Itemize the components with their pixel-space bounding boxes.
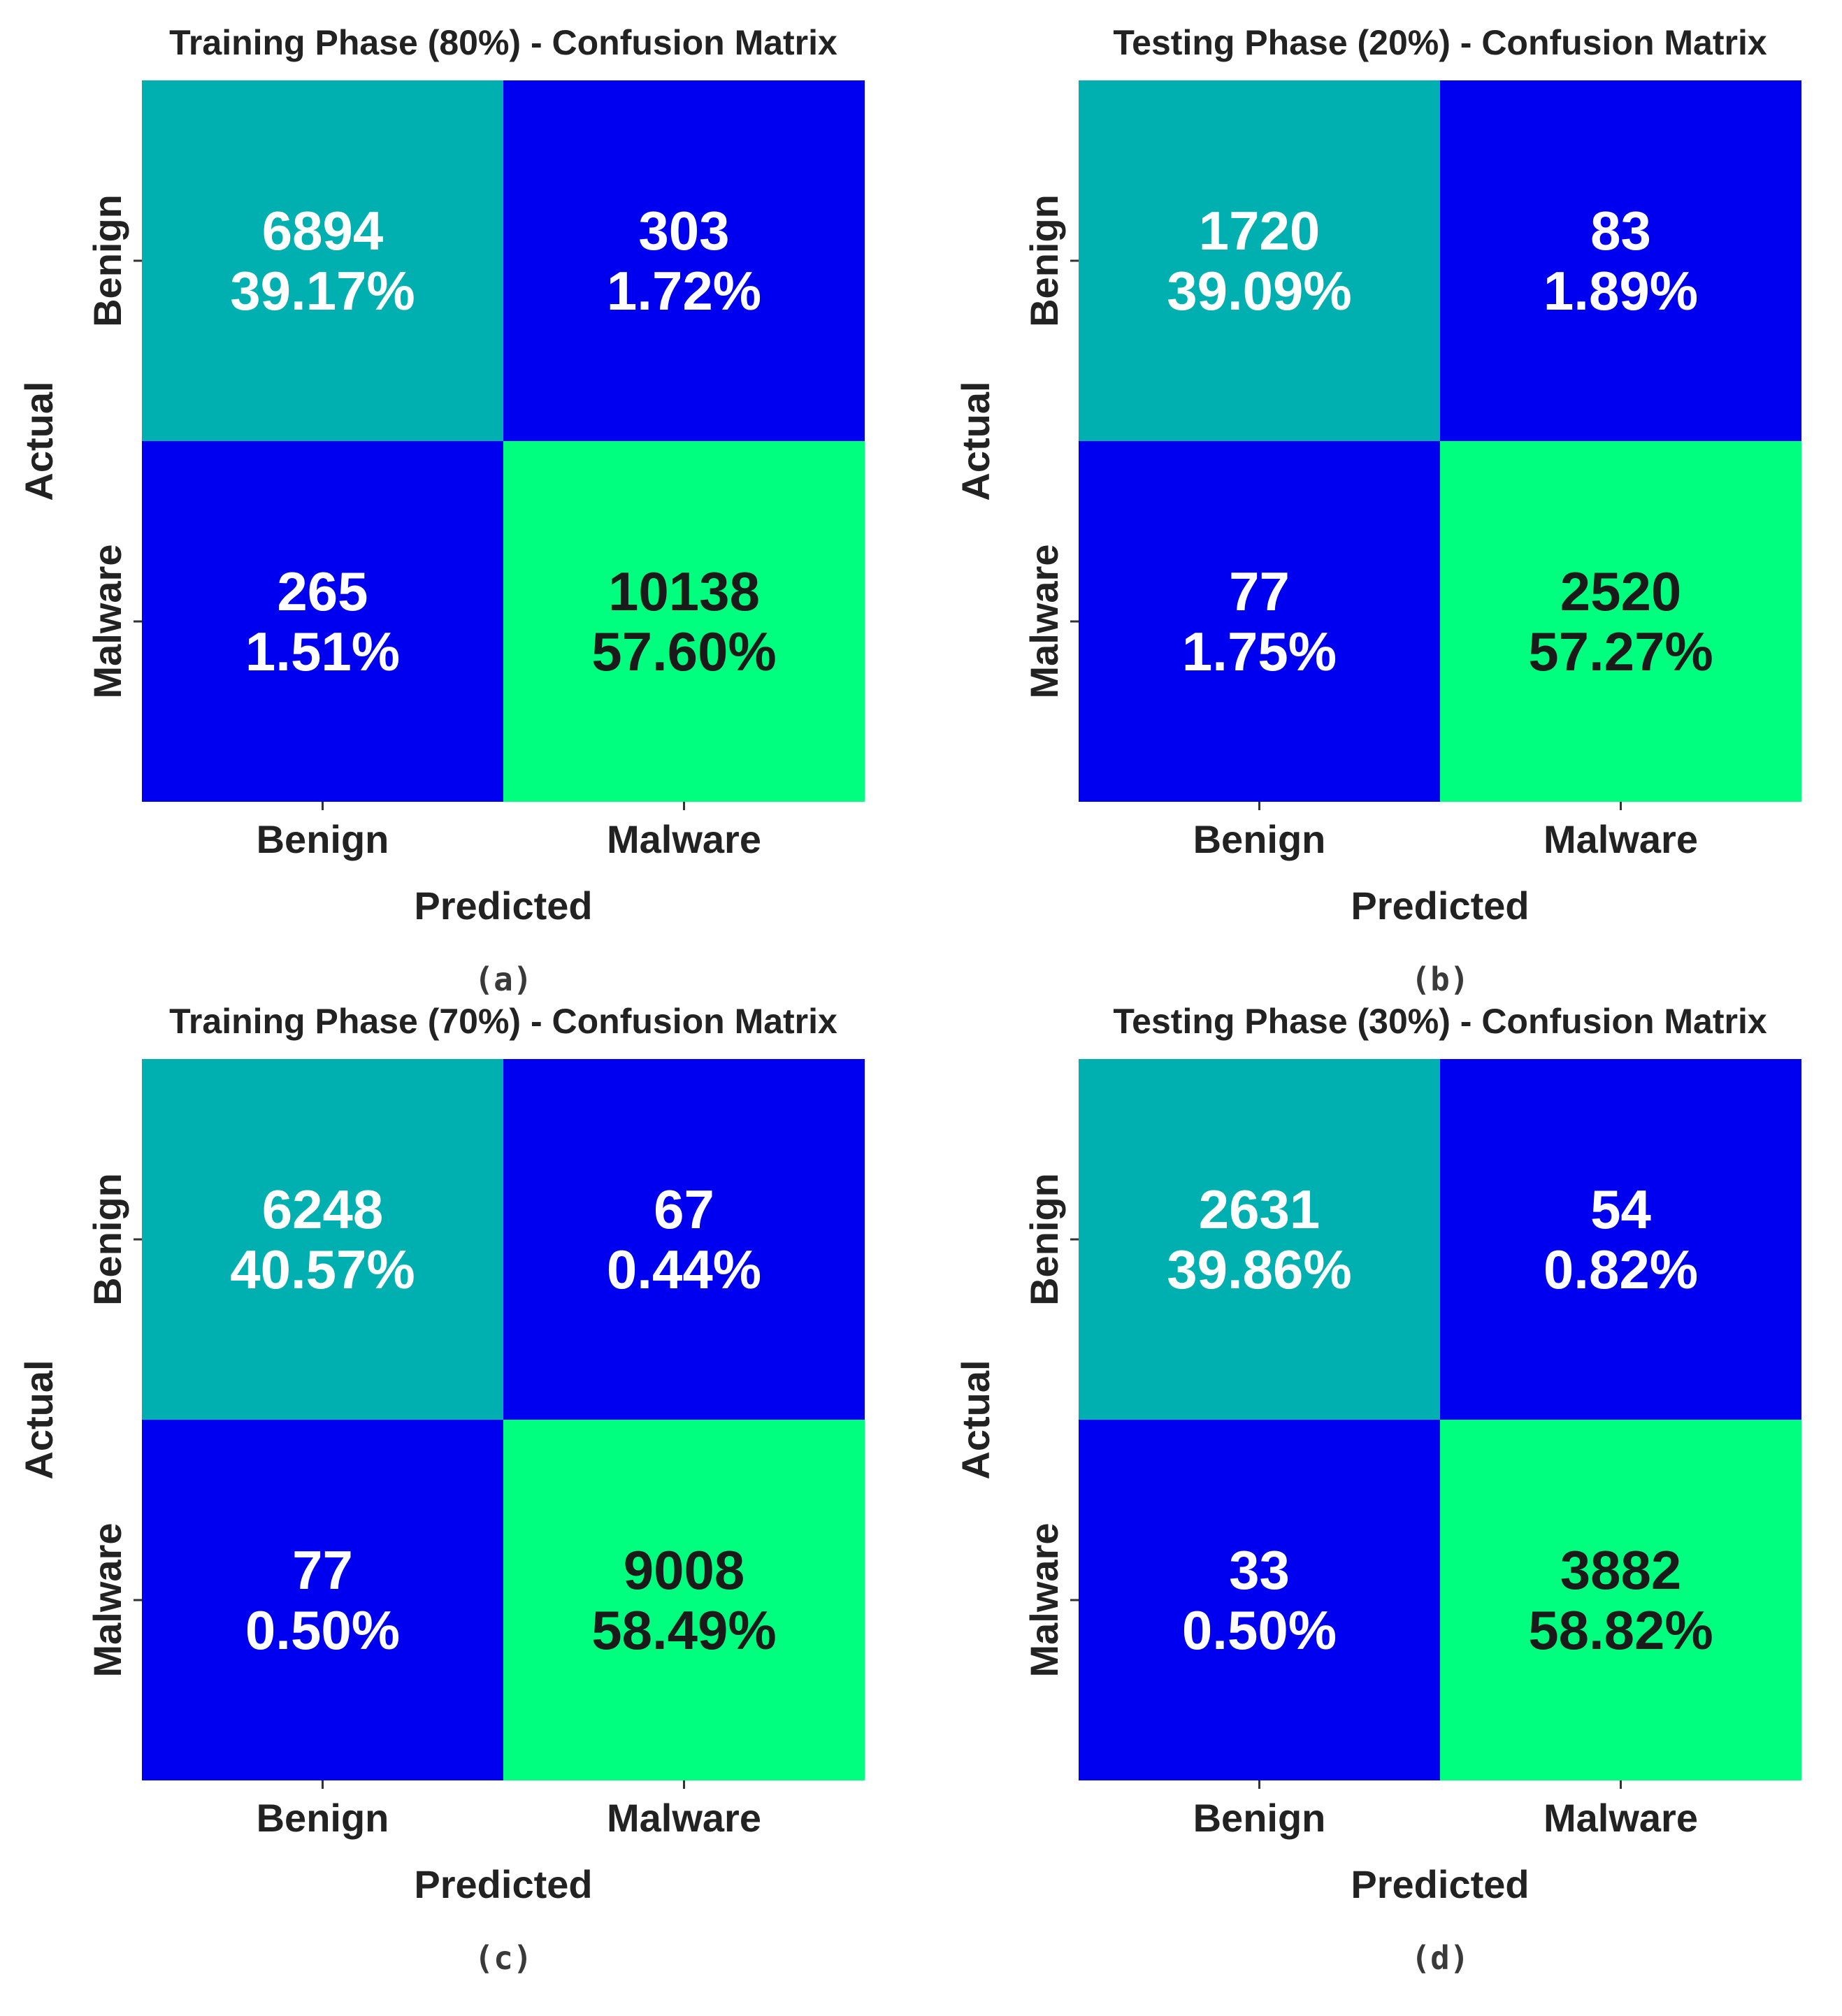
cell-percent-label: 39.86% bbox=[1167, 1239, 1352, 1300]
chart-title: Testing Phase (20%) - Confusion Matrix bbox=[1113, 23, 1767, 62]
cell-percent-label: 39.17% bbox=[230, 260, 415, 322]
confusion-matrix-panel-c: Training Phase (70%) - Confusion Matrix 6… bbox=[17, 1002, 865, 1977]
matrix-cell-benign-benign bbox=[1079, 80, 1440, 441]
y-tick-label: Malware bbox=[85, 1523, 129, 1678]
cell-percent-label: 0.44% bbox=[607, 1239, 761, 1300]
cell-percent-label: 58.49% bbox=[591, 1599, 777, 1661]
x-tick-label: Benign bbox=[1193, 1796, 1326, 1840]
matrix-cell-benign-malware bbox=[1440, 1059, 1801, 1420]
cell-percent-label: 57.27% bbox=[1528, 621, 1713, 682]
cell-count-label: 6894 bbox=[262, 200, 384, 261]
cell-count-label: 54 bbox=[1590, 1179, 1651, 1240]
confusion-matrix-panel-a: Training Phase (80%) - Confusion Matrix 6… bbox=[17, 23, 865, 998]
matrix-cell-malware-benign bbox=[1079, 441, 1440, 802]
confusion-matrix-panel-d: Testing Phase (30%) - Confusion Matrix 26… bbox=[954, 1002, 1801, 1977]
matrix-cell-malware-benign bbox=[142, 441, 503, 802]
cell-count-label: 83 bbox=[1590, 200, 1651, 261]
x-tick-label: Malware bbox=[607, 1796, 761, 1840]
matrix-cell-benign-benign bbox=[142, 80, 503, 441]
y-tick-label: Benign bbox=[1022, 194, 1066, 327]
cell-count-label: 265 bbox=[277, 561, 368, 622]
matrix-cell-benign-benign bbox=[1079, 1059, 1440, 1420]
y-tick-label: Malware bbox=[85, 545, 129, 699]
cell-percent-label: 1.75% bbox=[1182, 621, 1337, 682]
cell-count-label: 3882 bbox=[1560, 1539, 1682, 1601]
cell-count-label: 77 bbox=[292, 1539, 353, 1601]
cell-percent-label: 1.51% bbox=[245, 621, 400, 682]
x-tick-label: Benign bbox=[257, 1796, 389, 1840]
cell-count-label: 2631 bbox=[1199, 1179, 1321, 1240]
cell-percent-label: 1.89% bbox=[1544, 260, 1698, 322]
x-axis-label: Predicted bbox=[1351, 884, 1529, 928]
x-tick-label: Malware bbox=[1544, 817, 1698, 861]
y-axis-label: Actual bbox=[954, 1360, 998, 1479]
cell-percent-label: 39.09% bbox=[1167, 260, 1352, 322]
y-tick-label: Malware bbox=[1022, 545, 1066, 699]
x-tick-label: Benign bbox=[257, 817, 389, 861]
y-tick-label: Benign bbox=[1022, 1173, 1066, 1306]
panel-caption: (a) bbox=[474, 960, 532, 998]
matrix-cell-malware-malware bbox=[1440, 1420, 1801, 1780]
cell-percent-label: 40.57% bbox=[230, 1239, 415, 1300]
matrix-cell-malware-malware bbox=[503, 441, 865, 802]
matrix-cell-malware-malware bbox=[1440, 441, 1801, 802]
cell-count-label: 1720 bbox=[1199, 200, 1321, 261]
cell-count-label: 6248 bbox=[262, 1179, 384, 1240]
confusion-matrix-panel-b: Testing Phase (20%) - Confusion Matrix 17… bbox=[954, 23, 1801, 998]
y-tick-label: Benign bbox=[85, 194, 129, 327]
cell-percent-label: 1.72% bbox=[607, 260, 761, 322]
matrix-cell-benign-malware bbox=[503, 1059, 865, 1420]
y-tick-label: Benign bbox=[85, 1173, 129, 1306]
y-axis-label: Actual bbox=[17, 1360, 61, 1479]
panel-caption: (b) bbox=[1411, 960, 1469, 998]
x-axis-label: Predicted bbox=[414, 884, 592, 928]
cell-percent-label: 0.50% bbox=[245, 1599, 400, 1661]
matrix-cell-malware-benign bbox=[142, 1420, 503, 1780]
cell-count-label: 2520 bbox=[1560, 561, 1682, 622]
cell-count-label: 77 bbox=[1229, 561, 1290, 622]
cell-percent-label: 0.82% bbox=[1544, 1239, 1698, 1300]
y-axis-label: Actual bbox=[954, 381, 998, 501]
matrix-cell-benign-malware bbox=[503, 80, 865, 441]
matrix-cell-malware-malware bbox=[503, 1420, 865, 1780]
matrix-cell-benign-benign bbox=[142, 1059, 503, 1420]
matrix-cell-malware-benign bbox=[1079, 1420, 1440, 1780]
cell-count-label: 9008 bbox=[624, 1539, 745, 1601]
y-tick-label: Malware bbox=[1022, 1523, 1066, 1678]
cell-count-label: 303 bbox=[638, 200, 729, 261]
cell-count-label: 67 bbox=[654, 1179, 714, 1240]
cell-percent-label: 57.60% bbox=[591, 621, 777, 682]
x-axis-label: Predicted bbox=[414, 1862, 592, 1906]
chart-title: Training Phase (80%) - Confusion Matrix bbox=[169, 23, 837, 62]
cell-count-label: 10138 bbox=[608, 561, 760, 622]
x-tick-label: Benign bbox=[1193, 817, 1326, 861]
x-axis-label: Predicted bbox=[1351, 1862, 1529, 1906]
cell-percent-label: 0.50% bbox=[1182, 1599, 1337, 1661]
x-tick-label: Malware bbox=[607, 817, 761, 861]
panel-caption: (c) bbox=[474, 1939, 532, 1977]
matrix-cell-benign-malware bbox=[1440, 80, 1801, 441]
y-axis-label: Actual bbox=[17, 381, 61, 501]
cell-percent-label: 58.82% bbox=[1528, 1599, 1713, 1661]
cell-count-label: 33 bbox=[1229, 1539, 1290, 1601]
chart-title: Testing Phase (30%) - Confusion Matrix bbox=[1113, 1002, 1767, 1041]
panel-caption: (d) bbox=[1411, 1939, 1469, 1977]
chart-title: Training Phase (70%) - Confusion Matrix bbox=[169, 1002, 837, 1041]
x-tick-label: Malware bbox=[1544, 1796, 1698, 1840]
